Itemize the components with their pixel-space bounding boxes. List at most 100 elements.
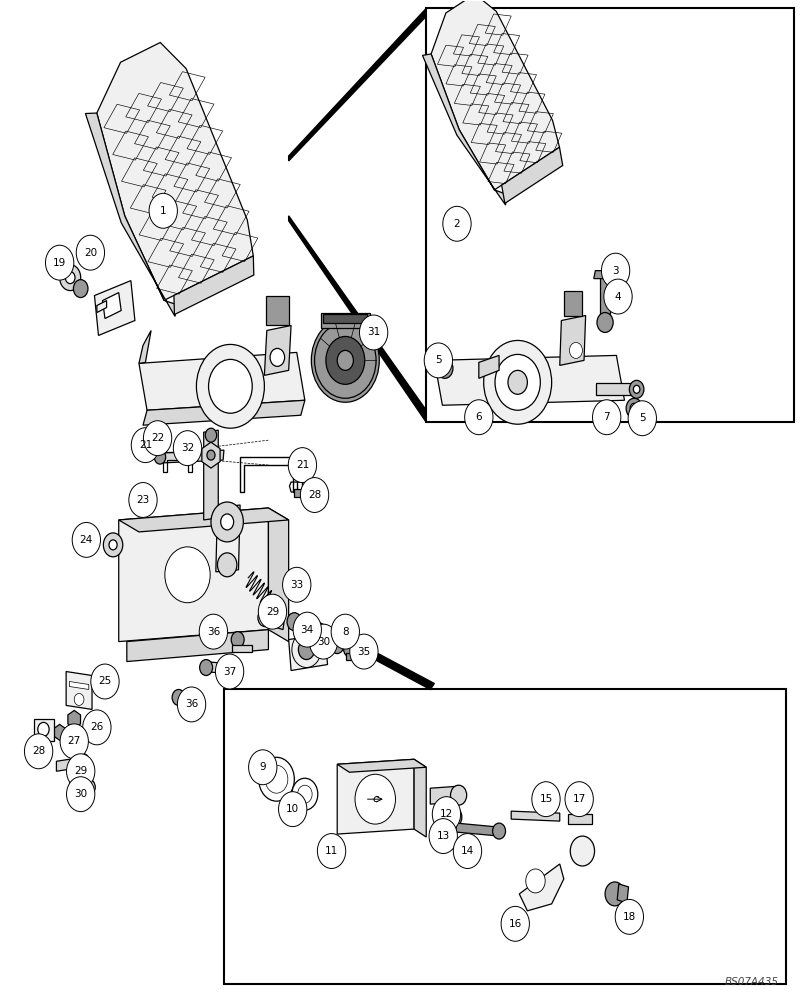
Circle shape [205, 428, 217, 442]
Text: 17: 17 [572, 794, 585, 804]
Polygon shape [519, 864, 563, 911]
Circle shape [525, 869, 544, 893]
Circle shape [628, 401, 655, 436]
Polygon shape [69, 681, 88, 689]
Circle shape [196, 344, 264, 428]
Polygon shape [456, 823, 499, 836]
Text: 36: 36 [185, 699, 198, 709]
Polygon shape [85, 113, 177, 316]
Circle shape [74, 693, 84, 705]
Circle shape [464, 400, 492, 435]
Polygon shape [320, 638, 337, 654]
Circle shape [314, 322, 375, 398]
Circle shape [423, 343, 452, 378]
Polygon shape [204, 662, 226, 674]
Circle shape [278, 792, 307, 827]
Polygon shape [434, 355, 624, 405]
Circle shape [291, 632, 320, 668]
Circle shape [248, 750, 277, 785]
Circle shape [287, 613, 301, 631]
Polygon shape [118, 508, 268, 642]
Text: 29: 29 [74, 766, 88, 776]
Text: 1: 1 [160, 206, 166, 216]
Circle shape [442, 206, 470, 241]
Polygon shape [158, 450, 224, 463]
Text: 37: 37 [223, 667, 236, 677]
Circle shape [213, 512, 226, 528]
Circle shape [217, 662, 226, 674]
Circle shape [165, 547, 210, 603]
Polygon shape [97, 42, 253, 300]
Text: 2: 2 [453, 219, 460, 229]
Polygon shape [264, 325, 290, 375]
Polygon shape [66, 672, 92, 709]
Circle shape [82, 779, 95, 795]
Text: 11: 11 [324, 846, 337, 856]
Circle shape [453, 834, 481, 868]
Bar [426, 8, 793, 422]
Circle shape [76, 235, 105, 270]
Text: 14: 14 [461, 846, 474, 856]
Polygon shape [414, 759, 426, 837]
Polygon shape [478, 355, 499, 378]
Polygon shape [430, 786, 458, 804]
Bar [320, 313, 369, 328]
Polygon shape [593, 271, 616, 279]
Circle shape [500, 906, 529, 941]
Circle shape [596, 313, 612, 332]
Circle shape [330, 638, 343, 654]
Polygon shape [567, 814, 591, 824]
Polygon shape [501, 147, 562, 203]
Circle shape [354, 774, 395, 824]
Text: 5: 5 [435, 355, 441, 365]
Text: 30: 30 [316, 637, 329, 647]
Polygon shape [337, 759, 426, 772]
Circle shape [508, 370, 526, 394]
Circle shape [633, 385, 639, 393]
Circle shape [207, 450, 215, 460]
Circle shape [495, 354, 539, 410]
Polygon shape [288, 8, 426, 161]
Polygon shape [288, 216, 426, 422]
Circle shape [431, 797, 460, 832]
Text: 18: 18 [622, 912, 635, 922]
Polygon shape [204, 430, 218, 520]
Text: 16: 16 [508, 919, 521, 929]
Circle shape [569, 836, 594, 866]
Circle shape [282, 567, 311, 602]
Polygon shape [174, 256, 254, 315]
Circle shape [450, 785, 466, 805]
Polygon shape [345, 653, 358, 660]
Text: 32: 32 [181, 443, 194, 453]
Circle shape [291, 778, 317, 810]
Circle shape [293, 612, 321, 647]
Circle shape [601, 253, 629, 288]
Text: 5: 5 [638, 413, 645, 423]
Polygon shape [431, 0, 559, 190]
Polygon shape [337, 759, 414, 834]
Polygon shape [69, 781, 88, 791]
Polygon shape [216, 505, 240, 572]
Circle shape [629, 380, 643, 398]
Circle shape [200, 660, 212, 676]
Circle shape [211, 502, 243, 542]
Text: 31: 31 [367, 327, 380, 337]
Circle shape [270, 348, 285, 366]
Text: 26: 26 [90, 722, 103, 732]
Circle shape [483, 340, 551, 424]
Circle shape [436, 358, 453, 378]
Polygon shape [139, 352, 304, 410]
Text: 22: 22 [151, 433, 164, 443]
Circle shape [258, 594, 286, 629]
Circle shape [72, 522, 101, 557]
Polygon shape [177, 691, 199, 704]
Polygon shape [54, 724, 65, 740]
Polygon shape [297, 628, 315, 642]
Circle shape [603, 279, 632, 314]
Text: 19: 19 [53, 258, 67, 268]
Circle shape [259, 757, 294, 801]
Bar [294, 489, 308, 497]
Circle shape [24, 734, 53, 769]
Polygon shape [559, 316, 585, 365]
Circle shape [300, 478, 328, 512]
